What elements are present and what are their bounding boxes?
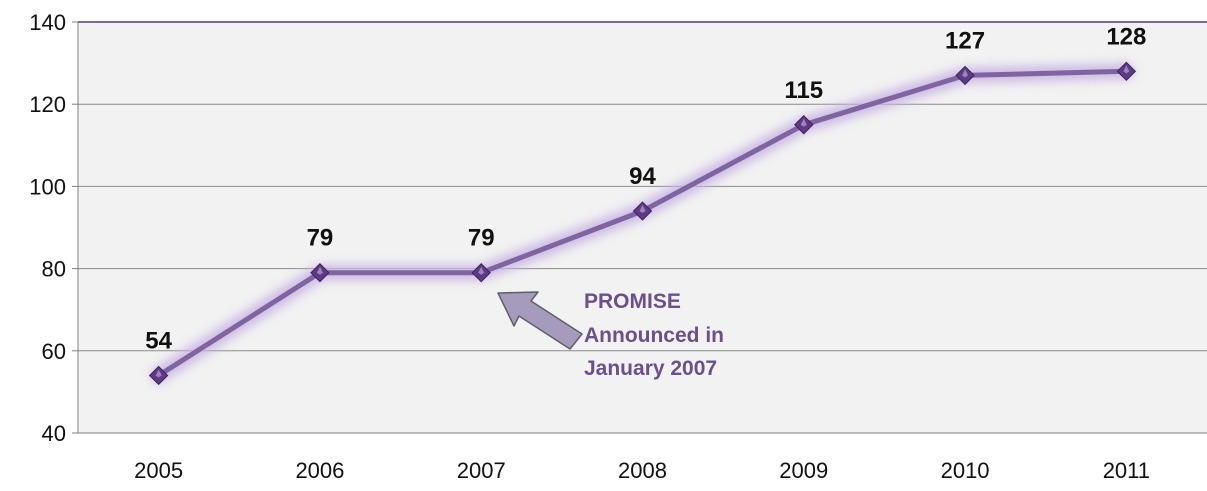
- y-tick-label: 100: [29, 174, 66, 199]
- data-point-marker-highlight: [316, 266, 323, 275]
- plot-area: [78, 22, 1207, 433]
- x-tick-label: 2005: [134, 458, 183, 483]
- x-tick-label: 2009: [779, 458, 828, 483]
- x-tick-label: 2011: [1103, 458, 1150, 483]
- data-point-marker-highlight: [1123, 65, 1130, 74]
- data-label: 54: [145, 327, 172, 354]
- annotation-text: PROMISE Announced in January 2007: [584, 290, 730, 380]
- promise-annotation: PROMISE Announced in January 2007: [497, 290, 730, 380]
- data-label: 79: [307, 225, 334, 252]
- y-axis-ticks: 40 60 80 100 120 140: [29, 10, 78, 446]
- y-tick-label: 140: [29, 10, 66, 35]
- data-label: 128: [1106, 23, 1146, 50]
- data-label: 94: [629, 163, 656, 190]
- annotation-line-3: January 2007: [584, 357, 717, 380]
- gridlines: [78, 103, 1207, 434]
- data-label: 79: [468, 225, 495, 252]
- annotation-arrow: [497, 291, 583, 350]
- data-point-marker-highlight: [155, 369, 162, 378]
- data-markers: [148, 61, 1137, 386]
- y-tick-label: 80: [42, 257, 66, 282]
- x-tick-label: 2006: [295, 458, 344, 483]
- y-tick-label: 60: [42, 339, 66, 364]
- data-point-marker-highlight: [478, 266, 485, 275]
- data-label: 127: [945, 27, 985, 54]
- annotation-line-1: PROMISE: [584, 290, 681, 313]
- x-tick-label: 2010: [941, 458, 990, 483]
- y-tick-label: 40: [42, 421, 66, 446]
- x-axis-ticks: 2005 2006 2007 2008 2009 2010 2011: [134, 458, 1150, 483]
- data-point-marker-highlight: [800, 118, 807, 127]
- data-label: 115: [784, 77, 823, 104]
- data-labels: 54 79 79 94 115 127 128: [145, 23, 1146, 354]
- x-tick-label: 2008: [618, 458, 667, 483]
- annotation-line-2: Announced in: [584, 324, 724, 347]
- data-point-marker-highlight: [962, 69, 969, 78]
- y-tick-label: 120: [29, 92, 66, 117]
- data-point-marker-highlight: [639, 205, 646, 214]
- x-tick-label: 2007: [457, 458, 506, 483]
